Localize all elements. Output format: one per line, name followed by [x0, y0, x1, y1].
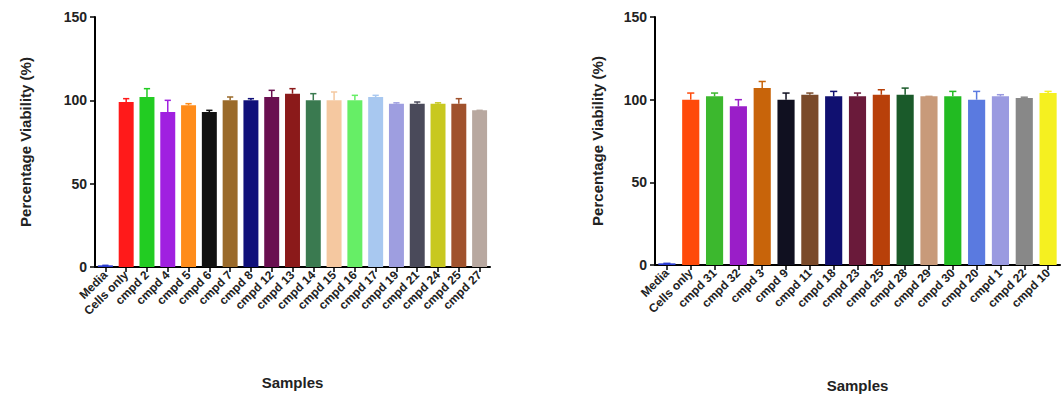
svg-text:cmpd 28: cmpd 28 — [865, 266, 911, 311]
svg-text:Percentage Viability (%): Percentage Viability (%) — [17, 57, 34, 227]
svg-text:cmpd 3: cmpd 3 — [727, 266, 768, 306]
svg-text:cmpd 21: cmpd 21 — [377, 268, 423, 313]
svg-text:Samples: Samples — [262, 374, 324, 391]
svg-text:100: 100 — [64, 92, 88, 108]
svg-text:Samples: Samples — [827, 377, 889, 394]
svg-text:Cells only: Cells only — [645, 266, 696, 316]
svg-text:cmpd 18: cmpd 18 — [794, 266, 839, 311]
svg-text:cmpd 24: cmpd 24 — [398, 268, 443, 313]
svg-text:cmpd 17: cmpd 17 — [336, 268, 381, 313]
svg-text:cmpd 23: cmpd 23 — [818, 266, 863, 311]
svg-text:100: 100 — [624, 92, 648, 108]
svg-text:cmpd 22: cmpd 22 — [984, 266, 1030, 311]
svg-text:cmpd 20: cmpd 20 — [937, 266, 982, 311]
svg-text:cmpd 9: cmpd 9 — [751, 266, 791, 306]
svg-text:Media: Media — [76, 268, 111, 302]
svg-text:Cells only: Cells only — [81, 268, 132, 318]
svg-text:cmpd 1: cmpd 1 — [965, 266, 1006, 306]
svg-text:cmpd 31: cmpd 31 — [675, 266, 720, 311]
svg-text:cmpd 2: cmpd 2 — [112, 268, 152, 308]
svg-text:150: 150 — [624, 9, 648, 25]
svg-text:0: 0 — [79, 259, 87, 275]
svg-text:cmpd 16: cmpd 16 — [315, 268, 360, 313]
svg-text:0: 0 — [639, 257, 647, 273]
svg-text:cmpd 25: cmpd 25 — [419, 268, 464, 313]
svg-text:cmpd 15: cmpd 15 — [294, 268, 339, 313]
svg-text:50: 50 — [71, 176, 87, 192]
svg-text:cmpd 5: cmpd 5 — [153, 268, 194, 308]
svg-text:cmpd 8: cmpd 8 — [216, 268, 256, 308]
svg-text:cmpd 25: cmpd 25 — [842, 266, 887, 311]
svg-text:cmpd 29: cmpd 29 — [889, 266, 934, 311]
svg-text:cmpd 4: cmpd 4 — [133, 268, 173, 308]
svg-text:cmpd 12: cmpd 12 — [232, 268, 277, 313]
svg-text:cmpd 32: cmpd 32 — [699, 266, 744, 311]
svg-text:cmpd 7: cmpd 7 — [195, 268, 236, 308]
svg-text:cmpd 6: cmpd 6 — [174, 268, 215, 308]
svg-text:Percentage Viability (%): Percentage Viability (%) — [589, 56, 606, 226]
svg-text:cmpd 11: cmpd 11 — [771, 266, 815, 310]
svg-text:cmpd 30: cmpd 30 — [913, 266, 958, 311]
svg-text:cmpd 10: cmpd 10 — [1009, 266, 1054, 311]
svg-text:cmpd 19: cmpd 19 — [357, 268, 402, 313]
svg-text:50: 50 — [631, 174, 647, 190]
svg-text:cmpd 13: cmpd 13 — [253, 268, 298, 313]
svg-text:150: 150 — [64, 9, 88, 25]
svg-text:cmpd 14: cmpd 14 — [274, 268, 319, 313]
svg-text:Media: Media — [637, 266, 672, 300]
svg-text:cmpd 27: cmpd 27 — [440, 268, 485, 313]
